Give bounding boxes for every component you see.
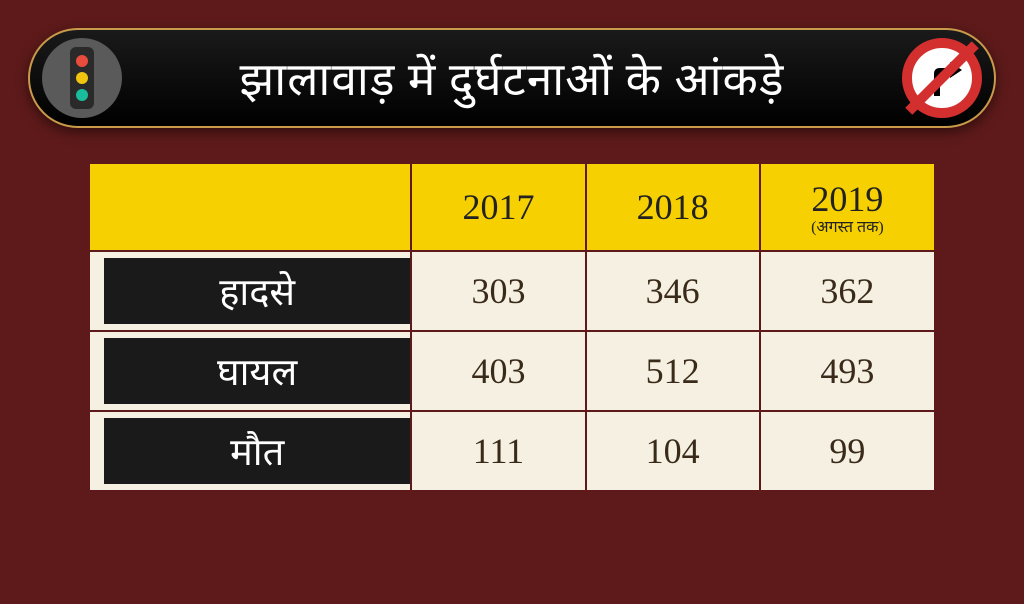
table-row: मौत 111 104 99 [90, 411, 934, 490]
row-label: घायल [104, 338, 410, 404]
cell-value: 111 [411, 411, 585, 490]
cell-value: 346 [586, 251, 760, 331]
traffic-light-icon [42, 38, 122, 118]
cell-value: 362 [760, 251, 934, 331]
row-label: हादसे [104, 258, 410, 324]
table-row: घायल 403 512 493 [90, 331, 934, 411]
cell-value: 104 [586, 411, 760, 490]
header-year-2018: 2018 [586, 164, 760, 251]
header-year-2019: 2019 (अगस्त तक) [760, 164, 934, 251]
cell-value: 99 [760, 411, 934, 490]
table-header-row: 2017 2018 2019 (अगस्त तक) [90, 164, 934, 251]
table-row: हादसे 303 346 362 [90, 251, 934, 331]
header-blank [90, 164, 411, 251]
year-sublabel: (अगस्त तक) [769, 220, 926, 236]
cell-value: 493 [760, 331, 934, 411]
header-year-2017: 2017 [411, 164, 585, 251]
cell-value: 512 [586, 331, 760, 411]
title-banner: झालावाड़ में दुर्घटनाओं के आंकड़े [28, 28, 996, 128]
page-title: झालावाड़ में दुर्घटनाओं के आंकड़े [122, 47, 902, 109]
cell-value: 303 [411, 251, 585, 331]
year-label: 2019 [811, 179, 883, 219]
cell-value: 403 [411, 331, 585, 411]
accident-stats-table: 2017 2018 2019 (अगस्त तक) हादसे 303 346 … [90, 164, 934, 490]
no-right-turn-icon [902, 38, 982, 118]
row-label: मौत [104, 418, 410, 484]
year-label: 2017 [462, 187, 534, 227]
year-label: 2018 [637, 187, 709, 227]
